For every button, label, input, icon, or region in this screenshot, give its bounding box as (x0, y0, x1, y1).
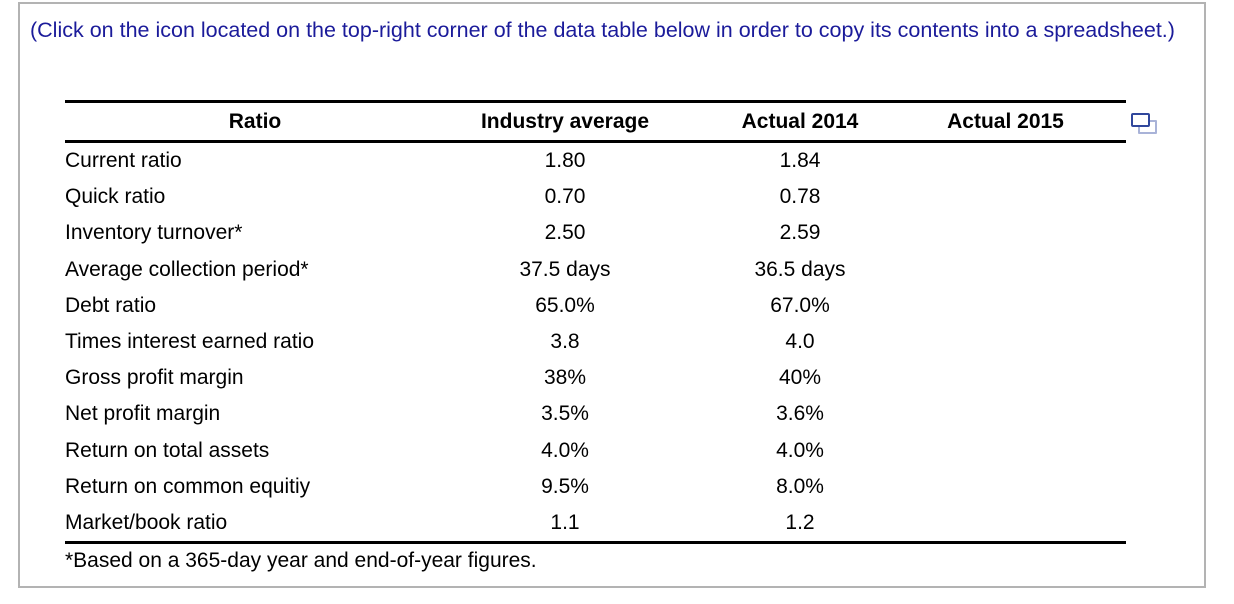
table-row: Net profit margin 3.5% 3.6% (65, 396, 1126, 432)
table-row: Average collection period* 37.5 days 36.… (65, 252, 1126, 288)
industry-average-cell: 3.8 (550, 330, 580, 354)
table-row: Current ratio 1.80 1.84 (65, 142, 1126, 180)
industry-average-cell: 0.70 (544, 185, 586, 209)
table-footnote: *Based on a 365-day year and end-of-year… (65, 549, 537, 572)
table-row: Quick ratio 0.70 0.78 (65, 179, 1126, 215)
actual-2014-cell: 1.84 (779, 149, 821, 173)
ratio-cell: Times interest earned ratio (65, 330, 314, 354)
actual-2015-cell (915, 396, 1126, 432)
actual-2015-cell (915, 252, 1126, 288)
ratio-table: Ratio Industry average Actual 2014 Actua… (65, 100, 1126, 545)
industry-average-cell: 3.5% (541, 402, 589, 426)
industry-average-cell: 37.5 days (519, 257, 611, 281)
actual-2014-cell: 36.5 days (754, 257, 846, 281)
column-header-ratio: Ratio (65, 100, 445, 143)
ratio-cell: Gross profit margin (65, 366, 244, 390)
ratio-cell: Market/book ratio (65, 504, 445, 545)
content-panel (18, 2, 1206, 588)
actual-2014-cell: 0.78 (779, 185, 821, 209)
table-row: Inventory turnover* 2.50 2.59 (65, 215, 1126, 251)
actual-2014-cell: 2.59 (779, 221, 821, 245)
table-row: Return on total assets 4.0% 4.0% (65, 433, 1126, 469)
actual-2015-cell (915, 504, 1126, 545)
industry-average-cell: 65.0% (535, 293, 595, 317)
instruction-text: (Click on the icon located on the top-ri… (30, 18, 1175, 42)
actual-2014-cell: 4.0 (785, 330, 815, 354)
table-row: Market/book ratio 1.1 1.2 (65, 504, 1126, 545)
ratio-cell: Net profit margin (65, 402, 221, 426)
table-row: Times interest earned ratio 3.8 4.0 (65, 324, 1126, 360)
actual-2014-cell: 40% (778, 366, 822, 390)
copy-icon-front-rect (1131, 113, 1150, 127)
industry-average-cell: 9.5% (541, 474, 589, 498)
actual-2014-cell: 67.0% (770, 293, 830, 317)
column-header-actual-2014: Actual 2014 (685, 100, 915, 143)
column-header-industry-average: Industry average (445, 100, 685, 143)
actual-2015-cell (915, 469, 1126, 505)
ratio-cell: Current ratio (65, 149, 182, 173)
industry-average-cell: 4.0% (541, 438, 589, 462)
actual-2015-cell (915, 324, 1126, 360)
industry-average-cell: 38% (543, 366, 587, 390)
ratio-cell: Quick ratio (65, 185, 166, 209)
actual-2015-cell (915, 360, 1126, 396)
industry-average-cell: 1.1 (445, 504, 685, 545)
actual-2014-cell: 4.0% (776, 438, 824, 462)
ratio-cell: Debt ratio (65, 293, 157, 317)
table-header-row: Ratio Industry average Actual 2014 Actua… (65, 100, 1126, 143)
actual-2015-cell (915, 179, 1126, 215)
industry-average-cell: 2.50 (544, 221, 586, 245)
copy-to-spreadsheet-icon[interactable] (1131, 113, 1158, 138)
ratio-cell: Average collection period* (65, 257, 309, 281)
table-row: Gross profit margin 38% 40% (65, 360, 1126, 396)
actual-2015-cell (915, 288, 1126, 324)
actual-2015-cell (915, 142, 1126, 180)
actual-2014-cell: 1.2 (685, 504, 915, 545)
actual-2014-cell: 3.6% (776, 402, 824, 426)
actual-2015-cell (915, 215, 1126, 251)
column-header-actual-2015: Actual 2015 (915, 100, 1126, 143)
table-row: Debt ratio 65.0% 67.0% (65, 288, 1126, 324)
actual-2015-cell (915, 433, 1126, 469)
table-row: Return on common equitiy 9.5% 8.0% (65, 469, 1126, 505)
ratio-cell: Inventory turnover* (65, 221, 243, 245)
ratio-cell: Return on total assets (65, 438, 270, 462)
industry-average-cell: 1.80 (544, 149, 586, 173)
actual-2014-cell: 8.0% (776, 474, 824, 498)
ratio-cell: Return on common equitiy (65, 474, 311, 498)
